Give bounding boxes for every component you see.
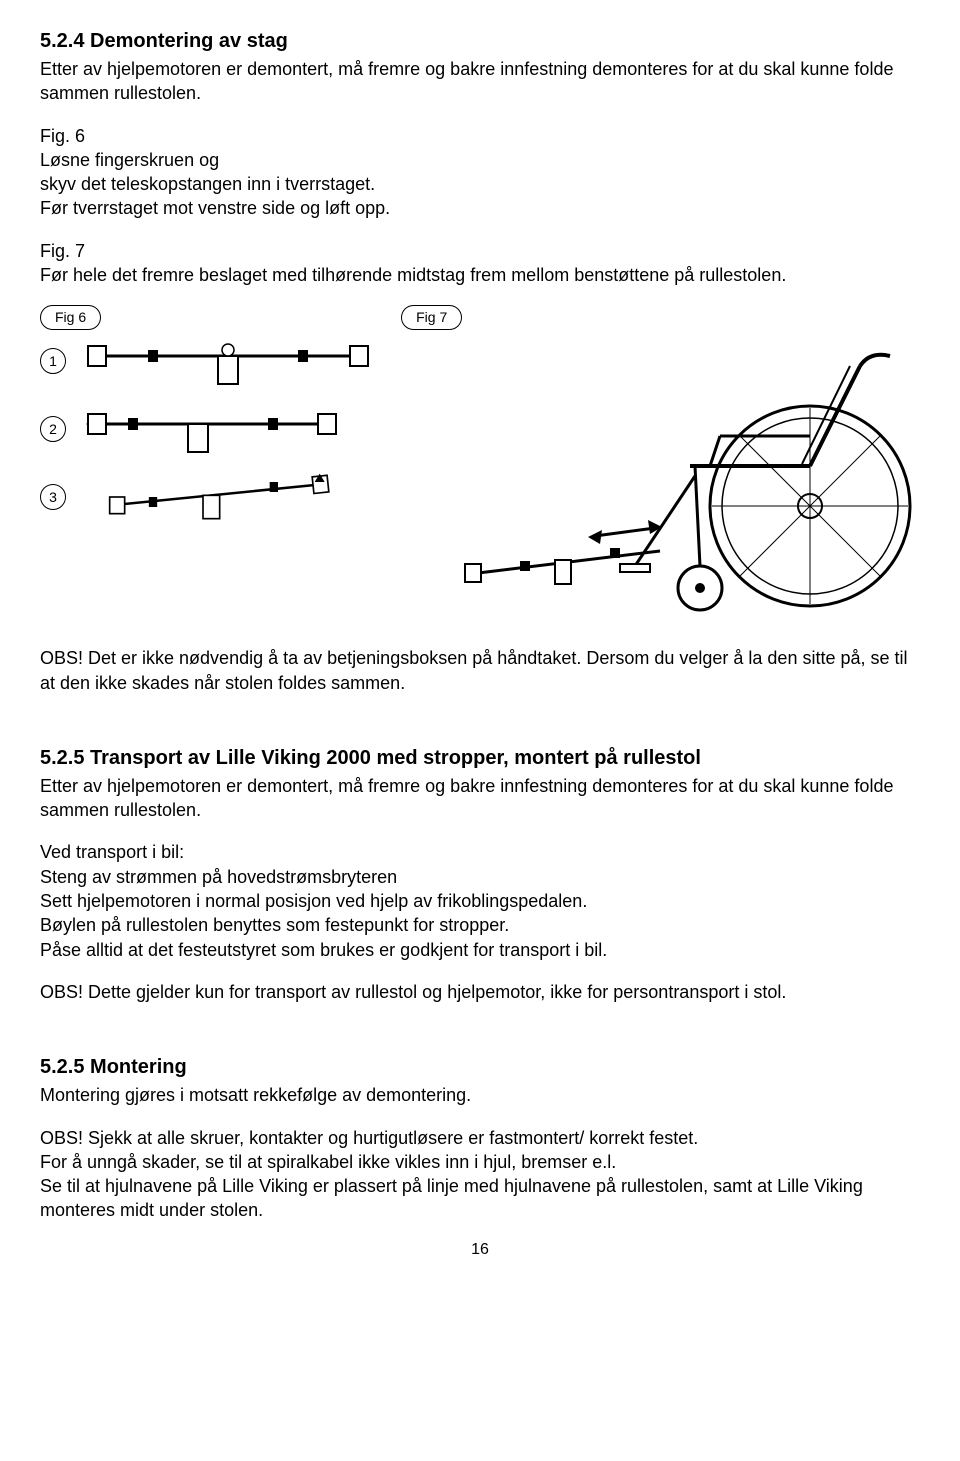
para-525b-3: Se til at hjulnavene på Lille Viking er …: [40, 1174, 920, 1223]
step-1-num: 1: [40, 348, 66, 374]
fig7-diagram: [440, 336, 920, 616]
para-524-1: Etter av hjelpemotoren er demontert, må …: [40, 57, 920, 106]
fig7-label: Fig 7: [401, 305, 462, 330]
obs-525b: OBS! Sjekk at alle skruer, kontakter og …: [40, 1126, 920, 1150]
transport-l3: Bøylen på rullestolen benyttes som feste…: [40, 913, 920, 937]
fig6-l3: Før tverrstaget mot venstre side og løft…: [40, 196, 920, 220]
transport-intro: Ved transport i bil:: [40, 840, 920, 864]
wheelchair-icon: [460, 336, 920, 616]
obs-1: OBS! Det er ikke nødvendig å ta av betje…: [40, 646, 920, 695]
para-525b-1: Montering gjøres i motsatt rekkefølge av…: [40, 1083, 920, 1107]
fig6-label: Fig 6: [40, 305, 101, 330]
page-number: 16: [40, 1239, 920, 1261]
bracket-step2-icon: [78, 404, 378, 454]
bracket-step1-icon: [78, 336, 378, 386]
transport-l4: Påse alltid at det festeutstyret som bru…: [40, 938, 920, 962]
heading-525a: 5.2.5 Transport av Lille Viking 2000 med…: [40, 745, 920, 772]
obs-525: OBS! Dette gjelder kun for transport av …: [40, 980, 920, 1004]
para-525-1: Etter av hjelpemotoren er demontert, må …: [40, 774, 920, 823]
step-2-num: 2: [40, 416, 66, 442]
transport-l1: Steng av strømmen på hovedstrømsbryteren: [40, 865, 920, 889]
bracket-step3-icon: [78, 472, 378, 522]
fig7-l1: Før hele det fremre beslaget med tilhøre…: [40, 263, 920, 287]
fig-labels-row: Fig 6 Fig 7: [40, 305, 920, 330]
fig7-intro: Fig. 7: [40, 239, 920, 263]
step-3-num: 3: [40, 484, 66, 510]
fig6-l2: skyv det teleskopstangen inn i tverrstag…: [40, 172, 920, 196]
heading-524: 5.2.4 Demontering av stag: [40, 28, 920, 55]
fig6-diagram: 1 2: [40, 336, 400, 616]
fig6-intro: Fig. 6: [40, 124, 920, 148]
heading-525b: 5.2.5 Montering: [40, 1054, 920, 1081]
fig6-l1: Løsne fingerskruen og: [40, 148, 920, 172]
transport-l2: Sett hjelpemotoren i normal posisjon ved…: [40, 889, 920, 913]
para-525b-2: For å unngå skader, se til at spiralkabe…: [40, 1150, 920, 1174]
figure-area: 1 2: [40, 336, 920, 616]
